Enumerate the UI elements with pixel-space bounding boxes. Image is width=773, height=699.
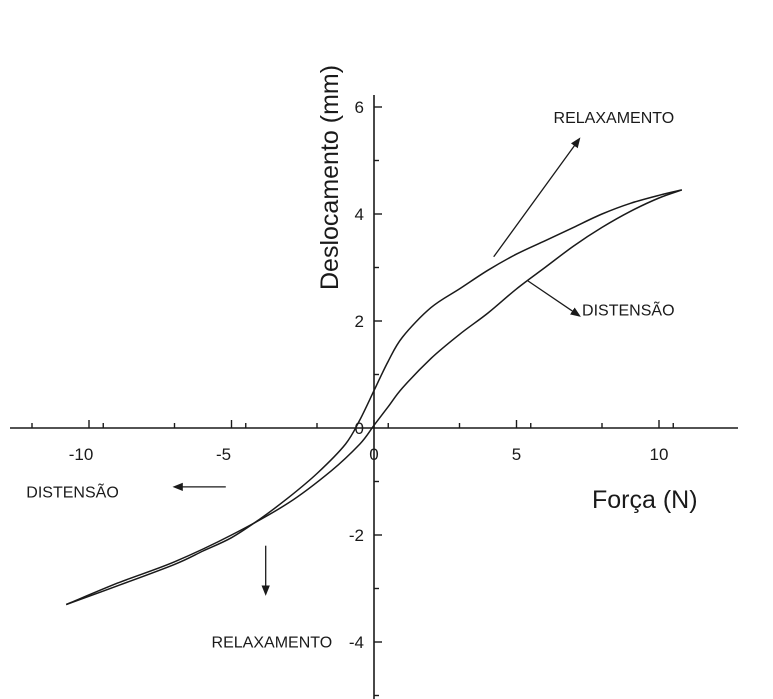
annotation-label: RELAXAMENTO bbox=[554, 110, 675, 127]
x-ticks: -10 -5 0 5 10 bbox=[31, 420, 674, 464]
x-tick-label: -5 bbox=[216, 445, 231, 464]
y-tick-label: -2 bbox=[349, 526, 364, 545]
x-tick-label: 0 bbox=[369, 445, 378, 464]
y-tick-label: 0 bbox=[355, 419, 364, 438]
y-tick-label: 4 bbox=[355, 205, 364, 224]
x-tick-label: -10 bbox=[69, 445, 94, 464]
curve-lower-branch bbox=[65, 189, 683, 606]
x-tick-label: 5 bbox=[512, 445, 521, 464]
annotation-label: DISTENSÃO bbox=[582, 300, 674, 320]
y-ticks: -4 -2 0 2 4 6 bbox=[349, 98, 382, 697]
annotation-label: RELAXAMENTO bbox=[212, 634, 333, 651]
annotation-label: DISTENSÃO bbox=[26, 482, 118, 502]
x-axis-title: Força (N) bbox=[592, 486, 698, 514]
y-axis-title: Deslocamento (mm) bbox=[316, 65, 344, 290]
y-tick-label: -4 bbox=[349, 633, 364, 652]
curve-upper-branch bbox=[65, 189, 682, 606]
x-tick-label: 10 bbox=[650, 445, 669, 464]
y-tick-label: 2 bbox=[355, 312, 364, 331]
annotation-arrow bbox=[493, 137, 581, 258]
annotations: RELAXAMENTO DISTENSÃO DISTENSÃO RELAXAMENTO bbox=[26, 110, 674, 651]
y-tick-label: 6 bbox=[355, 98, 364, 117]
hysteresis-curves bbox=[65, 189, 683, 606]
annotation-arrow bbox=[527, 280, 581, 317]
